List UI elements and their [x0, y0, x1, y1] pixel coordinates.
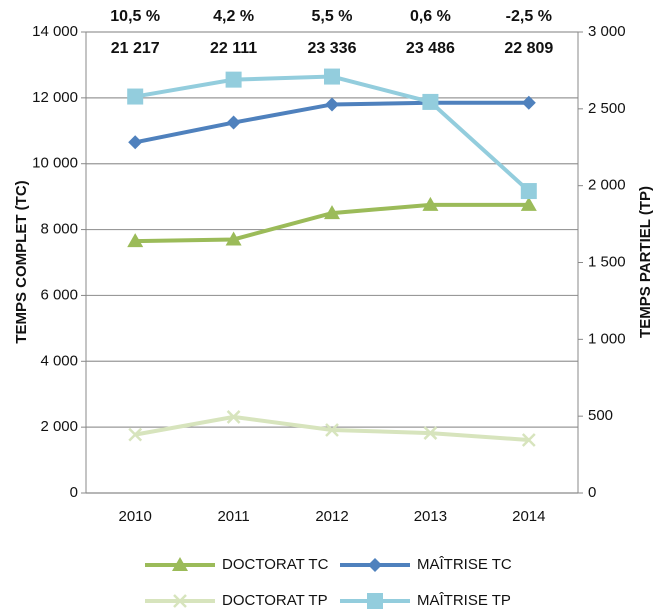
legend-label: DOCTORAT TP [222, 592, 328, 609]
x-tick-label: 2012 [315, 508, 348, 525]
data-point [128, 135, 143, 150]
data-point [225, 231, 242, 246]
growth-label: -2,5 % [506, 8, 552, 25]
y-tick-label: 10 000 [32, 155, 78, 172]
y2-tick-label: 2 000 [588, 177, 626, 194]
legend-marker [173, 594, 187, 608]
y-tick-label: 6 000 [40, 286, 78, 303]
data-point [225, 71, 242, 88]
data-point [520, 183, 537, 200]
data-point [422, 196, 439, 211]
legend-label: MAÎTRISE TP [417, 592, 511, 609]
data-point [324, 205, 340, 220]
legend-label: MAÎTRISE TC [417, 556, 512, 573]
x-tick-label: 2011 [217, 508, 249, 525]
legend-marker [367, 593, 383, 609]
x-tick-label: 2014 [512, 508, 545, 525]
data-point [521, 95, 536, 110]
y2-tick-label: 0 [588, 484, 596, 501]
growth-label: 0,6 % [410, 8, 451, 25]
total-label: 22 111 [210, 40, 257, 57]
data-point [226, 115, 241, 130]
total-label: 23 486 [406, 40, 455, 57]
data-point [325, 97, 339, 112]
growth-label: 5,5 % [312, 8, 353, 25]
y-tick-label: 2 000 [40, 418, 78, 435]
y-axis-label: TEMPS COMPLET (TC) [13, 180, 30, 343]
x-tick-label: 2013 [414, 508, 447, 525]
data-point [226, 410, 241, 424]
data-point [423, 426, 438, 440]
growth-label: 4,2 % [213, 8, 254, 25]
y-tick-label: 14 000 [32, 23, 78, 40]
y-tick-label: 4 000 [40, 352, 78, 369]
y-tick-label: 8 000 [40, 221, 78, 238]
total-label: 22 809 [504, 40, 553, 57]
legend-marker [172, 557, 188, 571]
y-tick-label: 0 [70, 484, 78, 501]
y2-tick-label: 500 [588, 407, 613, 424]
y-tick-label: 12 000 [32, 89, 78, 106]
data-point [324, 68, 340, 85]
series-line [134, 74, 531, 193]
total-label: 21 217 [111, 40, 160, 57]
data-point [521, 433, 536, 447]
data-point [325, 423, 339, 437]
x-tick-label: 2010 [119, 508, 152, 525]
data-point [520, 196, 537, 211]
total-label: 23 336 [308, 40, 357, 57]
data-point [127, 233, 144, 248]
data-point [127, 88, 144, 105]
legend-marker [368, 558, 382, 572]
y2-axis-label: TEMPS PARTIEL (TP) [637, 186, 654, 338]
growth-label: 10,5 % [110, 8, 160, 25]
y2-tick-label: 1 500 [588, 253, 626, 270]
y2-tick-label: 1 000 [588, 330, 626, 347]
y2-tick-label: 2 500 [588, 100, 626, 117]
data-point [422, 93, 439, 110]
data-point [128, 427, 143, 442]
legend-label: DOCTORAT TC [222, 556, 329, 573]
y2-tick-label: 3 000 [588, 23, 626, 40]
